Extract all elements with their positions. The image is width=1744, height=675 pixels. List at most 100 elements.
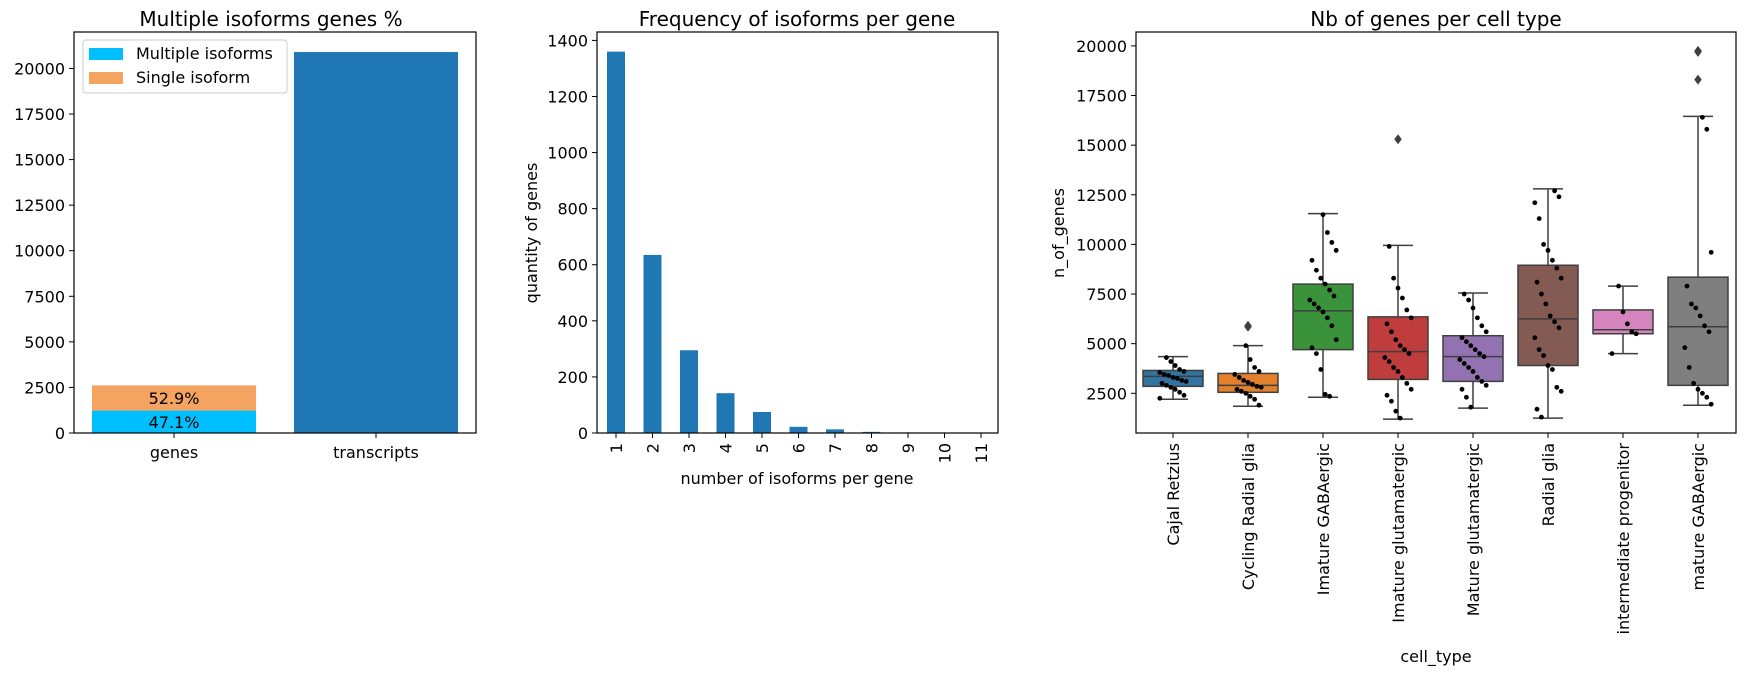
chart2-xtick-label: 6	[790, 443, 809, 453]
chart1-ytick-label: 0	[55, 424, 65, 443]
chart3-box	[1367, 316, 1429, 381]
chart3-xtick-label: Cajal Retzius	[1164, 443, 1183, 546]
chart3-ylabel: n_of_genes	[1049, 188, 1069, 278]
chart3-point	[1256, 402, 1262, 408]
chart2-ytick-label: 400	[557, 312, 588, 331]
chart3-box	[1667, 276, 1729, 387]
chart3-point	[1620, 309, 1626, 315]
chart3-point	[1708, 401, 1714, 407]
chart3-point	[1311, 301, 1317, 307]
chart3-point	[1554, 384, 1560, 390]
chart2-xtick-label: 2	[644, 443, 663, 453]
chart3-point	[1256, 369, 1262, 374]
chart3-point	[1408, 315, 1414, 321]
chart3-point	[1706, 329, 1712, 335]
chart3-point	[1609, 351, 1615, 356]
chart3-xtick-label: Imature glutamatergic	[1389, 443, 1408, 623]
chart3-point	[1183, 378, 1189, 384]
chart3-point	[1386, 243, 1392, 249]
chart3-point	[1258, 384, 1264, 390]
chart3-point	[1327, 287, 1332, 293]
chart3-point	[1168, 359, 1174, 364]
chart2-xtick-label: 10	[936, 443, 955, 463]
chart2-bar	[753, 411, 771, 433]
chart2-ytick-label: 800	[557, 200, 588, 219]
chart1-legend-swatch-multiple	[89, 48, 123, 60]
chart3-box	[1442, 334, 1504, 383]
chart1-ytick-label: 2500	[24, 378, 65, 397]
chart1-bar-transcripts	[294, 52, 458, 434]
chart3-point	[1254, 383, 1260, 389]
chart2-title: Frequency of isoforms per gene	[639, 7, 956, 31]
chart3-point	[1181, 392, 1187, 398]
chart3-point	[1700, 390, 1705, 396]
chart3-point	[1333, 247, 1339, 253]
chart3-point	[1320, 212, 1326, 218]
chart3-point	[1481, 354, 1487, 359]
chart3-point	[1693, 305, 1699, 311]
chart2-xtick-label: 8	[863, 443, 882, 453]
chart3-point	[1534, 406, 1540, 412]
chart3-xtick-label: intermediate progenitor	[1614, 443, 1633, 635]
chart3-point	[1333, 337, 1339, 343]
chart1-bar-genes-single	[92, 385, 256, 411]
chart3-point	[1536, 216, 1542, 222]
chart3-point	[1239, 388, 1244, 394]
chart3-point	[1686, 365, 1692, 370]
chart3-point	[1316, 305, 1321, 311]
chart3-xtick-label: Radial glia	[1539, 443, 1558, 526]
chart3-point	[1170, 375, 1176, 380]
chart3-xtick-label: Cycling Radial glia	[1239, 443, 1258, 590]
chart3-point	[1684, 283, 1690, 289]
chart3-point	[1318, 367, 1324, 372]
chart3-point	[1322, 281, 1328, 287]
chart1-bar-label-multiple: 47.1%	[149, 413, 200, 432]
chart3-point	[1243, 343, 1249, 349]
chart3-point	[1556, 325, 1562, 331]
chart3-point	[1702, 323, 1707, 329]
chart-isoform-frequency: Frequency of isoforms per gene 1 2 3 4 5 6 7 8 9…	[522, 7, 999, 488]
chart3-point	[1250, 381, 1255, 387]
chart3-point	[1320, 309, 1326, 315]
chart3-point	[1545, 247, 1551, 253]
chart3-point	[1461, 291, 1467, 297]
chart3-point	[1172, 386, 1178, 392]
chart3-point	[1157, 370, 1163, 375]
chart3-point	[1325, 315, 1330, 321]
chart3-point	[1406, 351, 1412, 356]
chart1-ytick-label: 20000	[14, 59, 65, 78]
chart3-point	[1468, 404, 1474, 410]
chart3-point	[1464, 394, 1469, 400]
chart3-point	[1164, 355, 1169, 360]
chart1-bar-label-single: 52.9%	[149, 389, 200, 408]
chart1-legend: Multiple isoforms Single isoform	[82, 39, 288, 94]
chart2-xtick-label: 3	[680, 443, 699, 453]
chart1-ytick-label: 12500	[14, 196, 65, 215]
chart2-ytick-label: 1400	[547, 31, 588, 50]
chart2-ytick-label: 1000	[547, 144, 588, 163]
chart3-ytick-label: 5000	[1086, 335, 1127, 354]
chart3-point	[1408, 386, 1414, 392]
chart3-point	[1159, 380, 1165, 386]
chart3-point	[1252, 396, 1257, 402]
chart3-ytick-label: 17500	[1076, 87, 1127, 106]
chart1-ytick-label: 17500	[14, 105, 65, 124]
chart3-point	[1391, 275, 1396, 281]
chart3-point	[1168, 384, 1174, 390]
chart3-point	[1479, 378, 1485, 384]
chart3-point	[1483, 329, 1489, 335]
chart3-point	[1161, 372, 1167, 377]
chart3-point	[1382, 355, 1388, 360]
chart3-point	[1466, 365, 1471, 370]
chart3-point	[1232, 372, 1238, 377]
chart3-ytick-label: 20000	[1076, 37, 1127, 56]
chart3-point	[1384, 392, 1390, 398]
chart3-point	[1552, 188, 1557, 194]
chart3-point	[1314, 351, 1319, 356]
chart3-xtick-label: Imature GABAergic	[1314, 443, 1333, 595]
chart2-xtick-label: 11	[972, 443, 991, 463]
chart3-flier	[1394, 134, 1402, 145]
chart2-ytick-label: 0	[578, 424, 588, 443]
chart3-point	[1475, 375, 1480, 380]
